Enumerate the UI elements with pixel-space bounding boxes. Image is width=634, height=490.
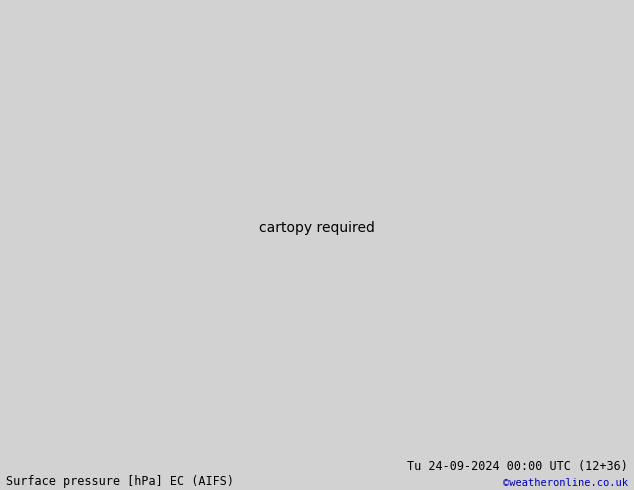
Text: Surface pressure [hPa] EC (AIFS): Surface pressure [hPa] EC (AIFS) bbox=[6, 474, 235, 488]
Text: Tu 24-09-2024 00:00 UTC (12+36): Tu 24-09-2024 00:00 UTC (12+36) bbox=[407, 460, 628, 473]
Text: cartopy required: cartopy required bbox=[259, 221, 375, 235]
Text: ©weatheronline.co.uk: ©weatheronline.co.uk bbox=[503, 478, 628, 488]
